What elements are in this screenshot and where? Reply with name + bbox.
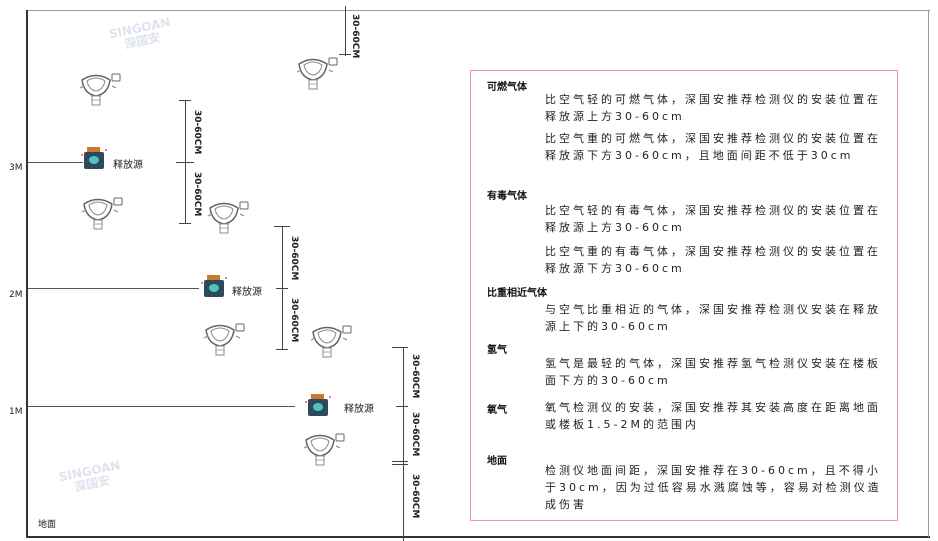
gas-detector-icon [203, 323, 245, 356]
note-text: 氢气是最轻的气体，深国安推荐氢气检测仪安装在楼板面下方的30-60cm [545, 357, 881, 387]
note-heading: 比重相近气体 [487, 288, 547, 299]
watermark-brand: SINGOAN [107, 14, 172, 42]
note-text: 比空气重的有毒气体，深国安推荐检测仪的安装位置在释放源下方30-60cm [545, 245, 881, 275]
gas-detector-icon [296, 57, 338, 90]
gas-detector-icon [207, 201, 249, 234]
note-text: 与空气比重相近的气体，深国安推荐检测仪安装在释放源上下的30-60cm [545, 303, 881, 333]
gas-detector-icon [303, 433, 345, 466]
dimension-tick [179, 223, 191, 224]
release-source-label: 释放源 [344, 404, 374, 415]
ground-line [26, 536, 930, 538]
gas-detector [202, 322, 246, 360]
release-source [304, 393, 332, 421]
dimension-label: 30-60CM [192, 110, 202, 155]
dimension-label: 30-60CM [350, 14, 360, 59]
release-source-label: 释放源 [113, 160, 143, 171]
frame-right [928, 10, 929, 537]
notes-box: 可燃气体 比空气轻的可燃气体，深国安推荐检测仪的安装位置在释放源上方30-60c… [470, 70, 898, 521]
gas-detector-icon [81, 197, 123, 230]
note-heading: 地面 [487, 456, 507, 467]
dimension-label: 30-60CM [289, 298, 299, 343]
dimension-label: 30-60CM [289, 236, 299, 281]
note-heading: 可燃气体 [487, 82, 527, 93]
note-heading: 氢气 [487, 345, 507, 356]
watermark-brand: SINGOAN [57, 457, 122, 485]
frame-top [27, 10, 930, 11]
gas-detector [309, 324, 353, 362]
dimension-tick [276, 349, 288, 350]
note-text: 比空气轻的有毒气体，深国安推荐检测仪的安装位置在释放源上方30-60cm [545, 204, 881, 234]
dimension-label: 30-60CM [410, 412, 420, 457]
note-text: 氧气检测仪的安装，深国安推荐其安装高度在距离地面或楼板1.5-2M的范围内 [545, 401, 881, 431]
level-line-1m [27, 406, 295, 407]
watermark: SINGOAN 深国安 [107, 14, 174, 54]
release-source-icon [81, 147, 107, 169]
dimension-tick [176, 162, 194, 163]
dimension-tick [392, 347, 408, 348]
dimension-tick [392, 461, 408, 462]
gas-detector [295, 56, 339, 94]
level-line-3m [27, 162, 83, 163]
level-3m: 3M [9, 163, 23, 173]
dimension-tick [339, 54, 351, 55]
wall-line [26, 10, 28, 538]
release-source [80, 146, 108, 174]
level-1m: 1M [9, 407, 23, 417]
dimension-label: 30-60CM [192, 172, 202, 217]
gas-detector [302, 432, 346, 470]
dimension-tick [179, 100, 191, 101]
gas-detector-icon [310, 325, 352, 358]
note-text: 比空气轻的可燃气体，深国安推荐检测仪的安装位置在释放源上方30-60cm [545, 93, 881, 123]
level-line-2m [27, 288, 199, 289]
release-source [200, 274, 228, 302]
release-source-label: 释放源 [232, 287, 262, 298]
watermark-cn: 深国安 [73, 473, 112, 495]
gas-detector-icon [79, 73, 121, 106]
dimension-tick [274, 226, 290, 227]
dimension-tick [392, 464, 408, 465]
dimension-label: 30-60CM [410, 354, 420, 399]
dimension-line [403, 347, 404, 541]
dimension-tick [276, 288, 288, 289]
dimension-line [345, 6, 346, 56]
level-2m: 2M [9, 290, 23, 300]
gas-detector [80, 196, 124, 234]
watermark-cn: 深国安 [123, 30, 162, 52]
note-heading: 有毒气体 [487, 191, 527, 202]
gas-detector [78, 72, 122, 110]
gas-detector [206, 200, 250, 238]
watermark: SINGOAN 深国安 [57, 457, 124, 497]
note-heading: 氧气 [487, 405, 507, 416]
dimension-tick [396, 406, 408, 407]
note-text: 比空气重的可燃气体，深国安推荐检测仪的安装位置在释放源下方30-60cm，且地面… [545, 132, 881, 162]
note-text: 检测仪地面间距，深国安推荐在30-60cm，且不得小于30cm，因为过低容易水溅… [545, 464, 882, 511]
release-source-icon [305, 394, 331, 416]
dimension-label: 30-60CM [410, 474, 420, 519]
release-source-icon [201, 275, 227, 297]
ground-label: 地面 [38, 520, 57, 530]
